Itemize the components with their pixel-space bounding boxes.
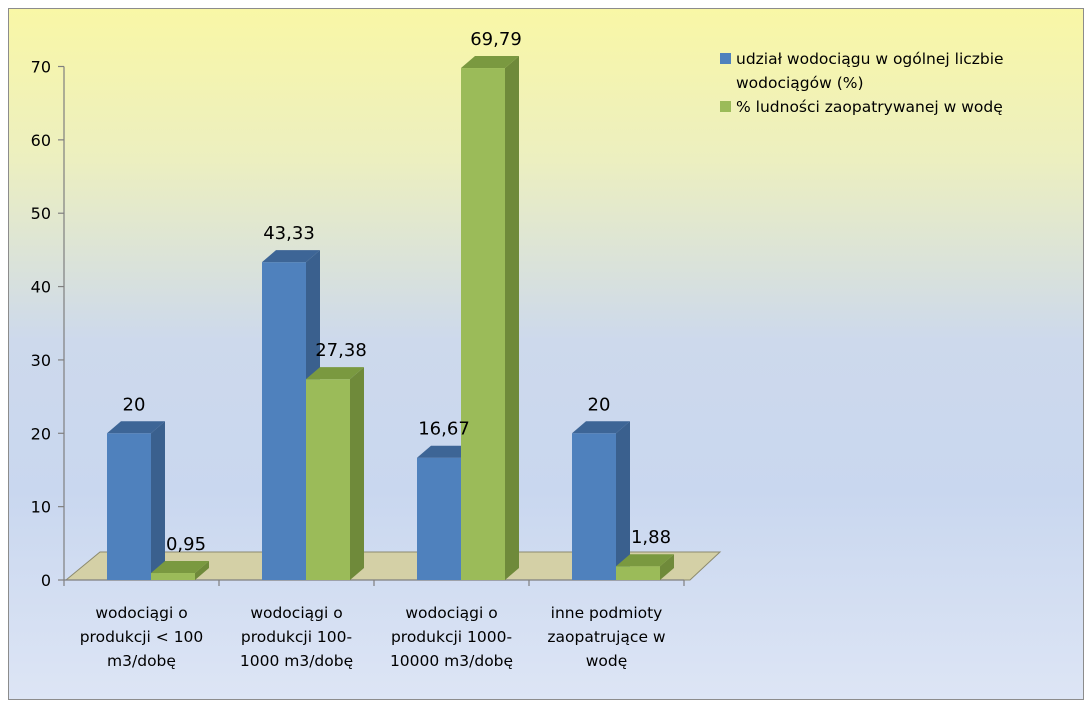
category-label: zaopatrujące w [547,628,666,646]
bar-front [461,68,505,580]
bar-side [616,421,630,580]
category-label: produkcji 1000- [391,628,512,646]
category-label: 10000 m3/dobę [390,652,513,670]
y-tick-label: 30 [31,351,51,370]
y-tick-label: 60 [31,131,51,150]
legend-entry-label: wodociągów (%) [736,74,864,92]
data-label: 1,88 [631,527,671,548]
y-tick-label: 10 [31,498,51,517]
category-label-layer: wodociągi o produkcji < 100 m3/dobę wodocią… [80,604,666,670]
category-label: wodociągi o [405,604,497,622]
category-label: produkcji < 100 [80,628,204,646]
bar-side [151,421,165,580]
legend-swatch [720,53,731,64]
bar-front [262,262,306,580]
data-label: 20 [588,394,611,415]
legend-entry-label: % ludności zaopatrywanej w wodę [736,98,1003,116]
bar-top [107,421,165,434]
data-label: 69,79 [470,29,522,50]
chart-frame [8,8,1084,700]
category-label: produkcji 100- [241,628,352,646]
category-label: wodę [586,652,628,670]
bar-top [417,445,475,458]
bar [151,561,209,580]
bar-front [616,566,660,580]
legend-swatch [720,101,731,112]
bar [616,554,674,580]
bar [306,367,364,580]
bar-top [151,561,209,574]
bar-side [660,554,674,580]
legend: udział wodociągu w ogólnej liczbie wodoci… [720,50,1004,116]
y-tick-label: 20 [31,424,51,443]
data-label: 16,67 [418,419,470,440]
data-label: 0,95 [166,534,206,555]
bar-side [505,56,519,580]
bar-layer [107,56,674,580]
data-label: 43,33 [263,223,315,244]
bar-top [306,367,364,380]
data-label: 27,38 [315,340,367,361]
data-label-layer: 20 0,95 43,33 27,38 16,67 69,79 20 1,88 [123,29,671,555]
category-label: wodociągi o [250,604,342,622]
category-label: m3/dobę [107,652,176,670]
category-label: 1000 m3/dobę [240,652,353,670]
bar [572,421,630,580]
bar [107,421,165,580]
bar-top [616,554,674,567]
bar-top [461,56,519,69]
y-tick-label: 50 [31,204,51,223]
bar-front [572,433,616,580]
legend-entry-label: udział wodociągu w ogólnej liczbie [736,50,1004,68]
bar-front [417,457,461,580]
bar [461,56,519,580]
bar [262,250,320,580]
y-tick-label: 40 [31,278,51,297]
category-label: wodociągi o [95,604,187,622]
category-label: inne podmioty [551,604,663,622]
bar-top [572,421,630,434]
bar-front [306,379,350,580]
bar-top [262,250,320,263]
data-label: 20 [123,394,146,415]
bar-side [195,561,209,580]
bar-front [107,433,151,580]
y-tick-label: 70 [31,58,51,77]
bar-side [350,367,364,580]
y-tick-label: 0 [41,571,51,590]
bar-front [151,573,195,580]
